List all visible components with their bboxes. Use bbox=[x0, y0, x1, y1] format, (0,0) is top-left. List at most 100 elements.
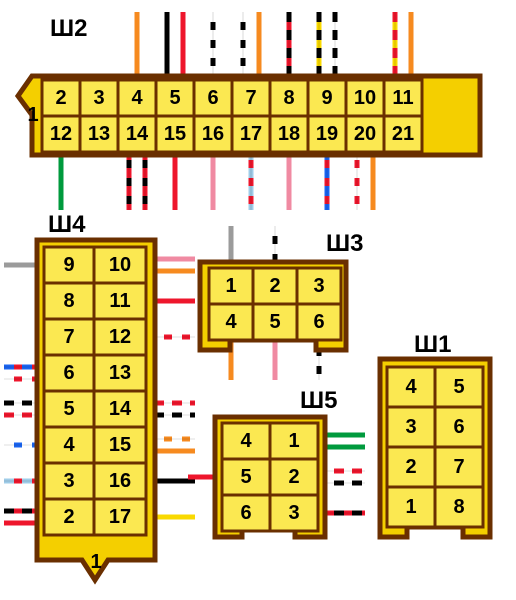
sh2-pin-11: 11 bbox=[384, 80, 422, 116]
svg-text:7: 7 bbox=[453, 456, 464, 478]
sh1-label: Ш1 bbox=[414, 331, 451, 358]
sh4-pin-9: 9 bbox=[44, 247, 94, 283]
sh3-pin-4: 4 bbox=[209, 304, 253, 340]
sh1-pin-4: 4 bbox=[387, 367, 435, 407]
svg-text:9: 9 bbox=[321, 87, 332, 109]
sh2-label: Ш2 bbox=[50, 15, 87, 42]
svg-text:6: 6 bbox=[207, 87, 218, 109]
svg-text:20: 20 bbox=[354, 123, 376, 145]
sh4-pin-3: 3 bbox=[44, 463, 94, 499]
svg-text:15: 15 bbox=[164, 123, 186, 145]
sh4-pin-10: 10 bbox=[94, 247, 146, 283]
sh5-pin-1: 1 bbox=[270, 423, 318, 459]
sh4-pin-8: 8 bbox=[44, 283, 94, 319]
sh2-pin-15: 15 bbox=[156, 116, 194, 152]
sh4-pin-6: 6 bbox=[44, 355, 94, 391]
block-sh2: 234567891011121314151617181920211 bbox=[18, 76, 480, 155]
sh2-pin-19: 19 bbox=[308, 116, 346, 152]
sh2-pin-2: 2 bbox=[42, 80, 80, 116]
sh1-pin-1: 1 bbox=[387, 487, 435, 527]
sh2-pin-12: 12 bbox=[42, 116, 80, 152]
svg-text:11: 11 bbox=[392, 87, 413, 109]
svg-text:9: 9 bbox=[63, 254, 74, 276]
svg-text:6: 6 bbox=[313, 311, 324, 333]
svg-text:4: 4 bbox=[131, 87, 143, 109]
svg-text:8: 8 bbox=[63, 290, 74, 312]
sh3-label: Ш3 bbox=[326, 230, 363, 257]
svg-text:3: 3 bbox=[63, 470, 74, 492]
sh4-pin-11: 11 bbox=[94, 283, 146, 319]
svg-text:2: 2 bbox=[269, 275, 280, 297]
svg-text:17: 17 bbox=[240, 123, 262, 145]
sh5-pin-3: 3 bbox=[270, 495, 318, 531]
sh5-pin-2: 2 bbox=[270, 459, 318, 495]
svg-text:10: 10 bbox=[109, 254, 131, 276]
sh2-pin-6: 6 bbox=[194, 80, 232, 116]
block-sh3: 123456 bbox=[200, 262, 346, 350]
svg-text:18: 18 bbox=[278, 123, 300, 145]
svg-text:4: 4 bbox=[240, 430, 252, 452]
sh4-pin-7: 7 bbox=[44, 319, 94, 355]
sh4-pin-16: 16 bbox=[94, 463, 146, 499]
sh1-pin-5: 5 bbox=[435, 367, 483, 407]
sh4-pin-14: 14 bbox=[94, 391, 146, 427]
svg-text:12: 12 bbox=[50, 123, 72, 145]
sh2-pin-5: 5 bbox=[156, 80, 194, 116]
block-sh1: 45 3 6 2 718 bbox=[380, 359, 490, 537]
sh4-pin-15: 15 bbox=[94, 427, 146, 463]
block-sh5: 4 1 526 3 bbox=[215, 417, 325, 537]
sh2-pin-4: 4 bbox=[118, 80, 156, 116]
svg-text:2: 2 bbox=[405, 456, 416, 478]
sh4-pin-17: 17 bbox=[94, 499, 146, 535]
svg-text:5: 5 bbox=[453, 376, 464, 398]
sh1-pin-8: 8 bbox=[435, 487, 483, 527]
sh3-pin-3: 3 bbox=[297, 268, 341, 304]
svg-text:19: 19 bbox=[316, 123, 338, 145]
sh2-pin-9: 9 bbox=[308, 80, 346, 116]
sh2-pin-13: 13 bbox=[80, 116, 118, 152]
svg-text:6: 6 bbox=[453, 416, 464, 438]
sh3-pin-5: 5 bbox=[253, 304, 297, 340]
sh2-pin-1: 1 bbox=[27, 104, 38, 126]
svg-text:6: 6 bbox=[63, 362, 74, 384]
sh2-pin-8: 8 bbox=[270, 80, 308, 116]
sh2-pin-20: 20 bbox=[346, 116, 384, 152]
svg-text:5: 5 bbox=[63, 398, 74, 420]
svg-text:8: 8 bbox=[453, 496, 464, 518]
sh2-pin-16: 16 bbox=[194, 116, 232, 152]
svg-text:13: 13 bbox=[109, 362, 131, 384]
sh1-pin-6: 6 bbox=[435, 407, 483, 447]
sh4-pin-13: 13 bbox=[94, 355, 146, 391]
sh4-pin-12: 12 bbox=[94, 319, 146, 355]
sh4-pin-2: 2 bbox=[44, 499, 94, 535]
svg-text:3: 3 bbox=[288, 502, 299, 524]
svg-text:3: 3 bbox=[93, 87, 104, 109]
svg-text:13: 13 bbox=[88, 123, 110, 145]
sh5-pin-4: 4 bbox=[222, 423, 270, 459]
svg-text:6: 6 bbox=[240, 502, 251, 524]
svg-text:4: 4 bbox=[63, 434, 75, 456]
svg-text:2: 2 bbox=[55, 87, 66, 109]
sh4-label: Ш4 bbox=[48, 211, 86, 238]
sh2-pin-3: 3 bbox=[80, 80, 118, 116]
svg-text:5: 5 bbox=[240, 466, 251, 488]
svg-text:3: 3 bbox=[405, 416, 416, 438]
svg-text:15: 15 bbox=[109, 434, 131, 456]
svg-text:14: 14 bbox=[126, 123, 149, 145]
svg-text:12: 12 bbox=[109, 326, 131, 348]
sh2-pin-7: 7 bbox=[232, 80, 270, 116]
svg-text:5: 5 bbox=[269, 311, 280, 333]
svg-text:8: 8 bbox=[283, 87, 294, 109]
sh2-pin-17: 17 bbox=[232, 116, 270, 152]
sh4-pin-5: 5 bbox=[44, 391, 94, 427]
sh1-pin-2: 2 bbox=[387, 447, 435, 487]
svg-text:16: 16 bbox=[109, 470, 131, 492]
svg-text:1: 1 bbox=[288, 430, 299, 452]
svg-text:5: 5 bbox=[169, 87, 180, 109]
svg-text:7: 7 bbox=[63, 326, 74, 348]
sh4-pin-1: 1 bbox=[90, 551, 101, 573]
sh5-label: Ш5 bbox=[300, 387, 337, 414]
svg-text:10: 10 bbox=[354, 87, 376, 109]
svg-text:11: 11 bbox=[109, 290, 130, 312]
sh2-pin-10: 10 bbox=[346, 80, 384, 116]
